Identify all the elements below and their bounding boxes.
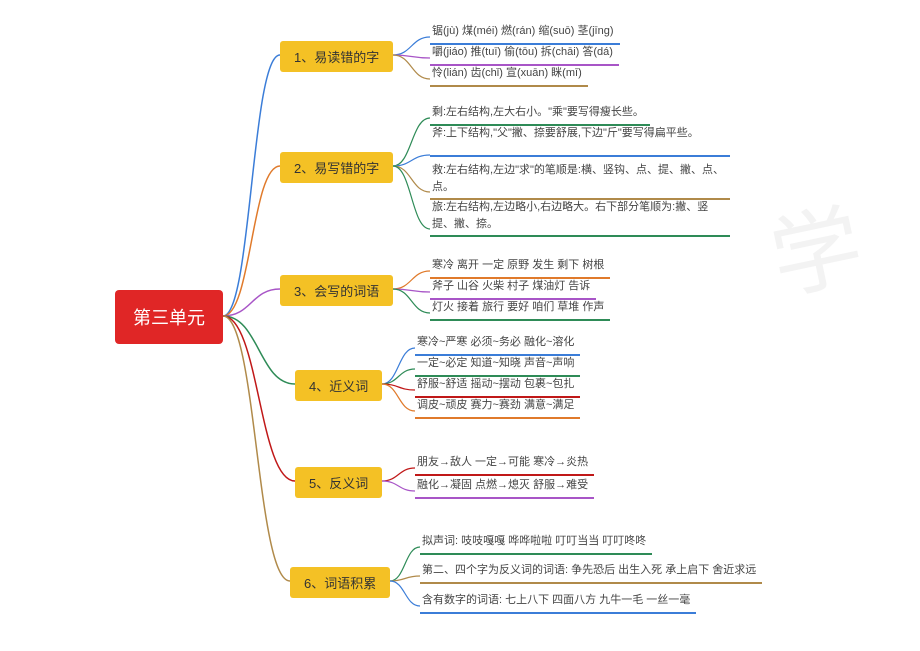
leaf-node: 锯(jù) 煤(méi) 燃(rán) 缩(suō) 茎(jīng) — [430, 21, 620, 45]
leaf-node: 拟声词: 吱吱嘎嘎 哗哗啦啦 叮叮当当 叮叮咚咚 — [420, 531, 652, 555]
leaf-node: 斧子 山谷 火柴 村子 煤油灯 告诉 — [430, 276, 596, 300]
leaf-node: 朋友→敌人 一定→可能 寒冷→炎热 — [415, 452, 594, 476]
leaf-node: 调皮~顽皮 赛力~赛劲 满意~满足 — [415, 395, 580, 419]
leaf-node: 一定~必定 知道~知晓 声音~声响 — [415, 353, 580, 377]
category-node: 3、会写的词语 — [280, 275, 393, 306]
category-node: 5、反义词 — [295, 467, 382, 498]
leaf-node: 含有数字的词语: 七上八下 四面八方 九牛一毛 一丝一毫 — [420, 590, 696, 614]
leaf-node: 第二、四个字为反义词的词语: 争先恐后 出生入死 承上启下 舍近求远 — [420, 560, 762, 584]
leaf-node: 灯火 接着 旅行 要好 咱们 草堆 作声 — [430, 297, 610, 321]
root-node: 第三单元 — [115, 290, 223, 344]
category-node: 6、词语积累 — [290, 567, 390, 598]
watermark: 学 — [757, 172, 872, 318]
category-node: 1、易读错的字 — [280, 41, 393, 72]
leaf-node: 寒冷~严寒 必须~务必 融化~溶化 — [415, 332, 580, 356]
leaf-node: 嚼(jiáo) 推(tuī) 偷(tōu) 拆(chāi) 答(dá) — [430, 42, 619, 66]
leaf-node: 旅:左右结构,左边略小,右边略大。右下部分笔顺为:撇、竖提、撇、捺。 — [430, 197, 730, 237]
leaf-node: 救:左右结构,左边"求"的笔顺是:横、竖钩、点、提、撇、点、点。 — [430, 160, 730, 200]
category-node: 2、易写错的字 — [280, 152, 393, 183]
category-node: 4、近义词 — [295, 370, 382, 401]
leaf-node: 寒冷 离开 一定 原野 发生 剩下 树根 — [430, 255, 610, 279]
leaf-node: 融化→凝固 点燃→熄灭 舒服→难受 — [415, 475, 594, 499]
leaf-node: 斧:上下结构,"父"撇、捺要舒展,下边"斤"要写得扁平些。 — [430, 123, 730, 157]
leaf-node: 剩:左右结构,左大右小。"乘"要写得瘦长些。 — [430, 102, 650, 126]
leaf-node: 舒服~舒适 摇动~摆动 包裹~包扎 — [415, 374, 580, 398]
leaf-node: 怜(lián) 齿(chǐ) 宣(xuān) 眯(mī) — [430, 63, 588, 87]
